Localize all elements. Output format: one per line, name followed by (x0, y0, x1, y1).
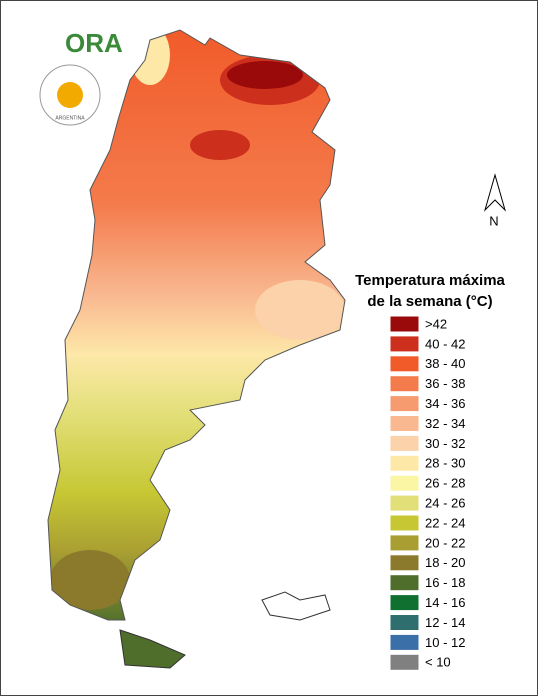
legend-swatch (389, 614, 420, 631)
islands (261, 591, 331, 621)
legend-swatch (389, 554, 420, 572)
legend-swatch (389, 633, 420, 651)
legend-swatch (389, 434, 420, 452)
legend-label: 32 - 34 (425, 416, 465, 431)
legend-swatch (389, 315, 420, 333)
legend-title: de la semana (°C) (367, 293, 492, 310)
legend-swatch (389, 335, 420, 353)
legend-swatch (389, 574, 420, 592)
legend-label: 36 - 38 (425, 376, 465, 391)
legend-label: 28 - 30 (425, 456, 465, 471)
logo-text: ORA (65, 28, 123, 58)
legend-label: 20 - 22 (425, 535, 465, 550)
legend-swatch (389, 653, 420, 671)
legend-label: 14 - 16 (425, 595, 465, 610)
legend-swatch (389, 415, 420, 432)
logo-sun (57, 82, 83, 108)
legend-label: 12 - 14 (425, 615, 465, 630)
logo: ORA ARGENTINA (39, 28, 123, 126)
legend-label: 16 - 18 (425, 575, 465, 590)
legend-swatch (389, 454, 420, 472)
logo-agency: ARGENTINA (55, 115, 85, 121)
north-label: N (489, 213, 498, 228)
legend-label: 24 - 26 (425, 496, 465, 511)
legend-swatch (389, 594, 420, 612)
legend-label: 26 - 28 (425, 476, 465, 491)
legend-swatch (389, 355, 420, 373)
legend-label: 10 - 12 (425, 635, 465, 650)
legend-label: 38 - 40 (425, 356, 465, 371)
legend-label: 22 - 24 (425, 515, 465, 530)
legend-swatch (389, 534, 420, 552)
legend-label: 18 - 20 (425, 555, 465, 570)
legend: Temperatura máxima de la semana (°C) >42… (355, 272, 506, 671)
legend-label: 40 - 42 (425, 336, 465, 351)
legend-label: >42 (425, 316, 447, 331)
legend-swatch (389, 514, 420, 532)
legend-label: < 10 (425, 655, 451, 670)
legend-swatch (389, 395, 420, 413)
legend-swatch (389, 375, 420, 393)
legend-label: 34 - 36 (425, 396, 465, 411)
legend-swatch (389, 474, 420, 492)
north-arrow: N (483, 173, 507, 228)
legend-swatch (389, 494, 420, 512)
legend-title: Temperatura máxima (355, 272, 505, 289)
legend-label: 30 - 32 (425, 436, 465, 451)
tierra-del-fuego (119, 629, 186, 669)
